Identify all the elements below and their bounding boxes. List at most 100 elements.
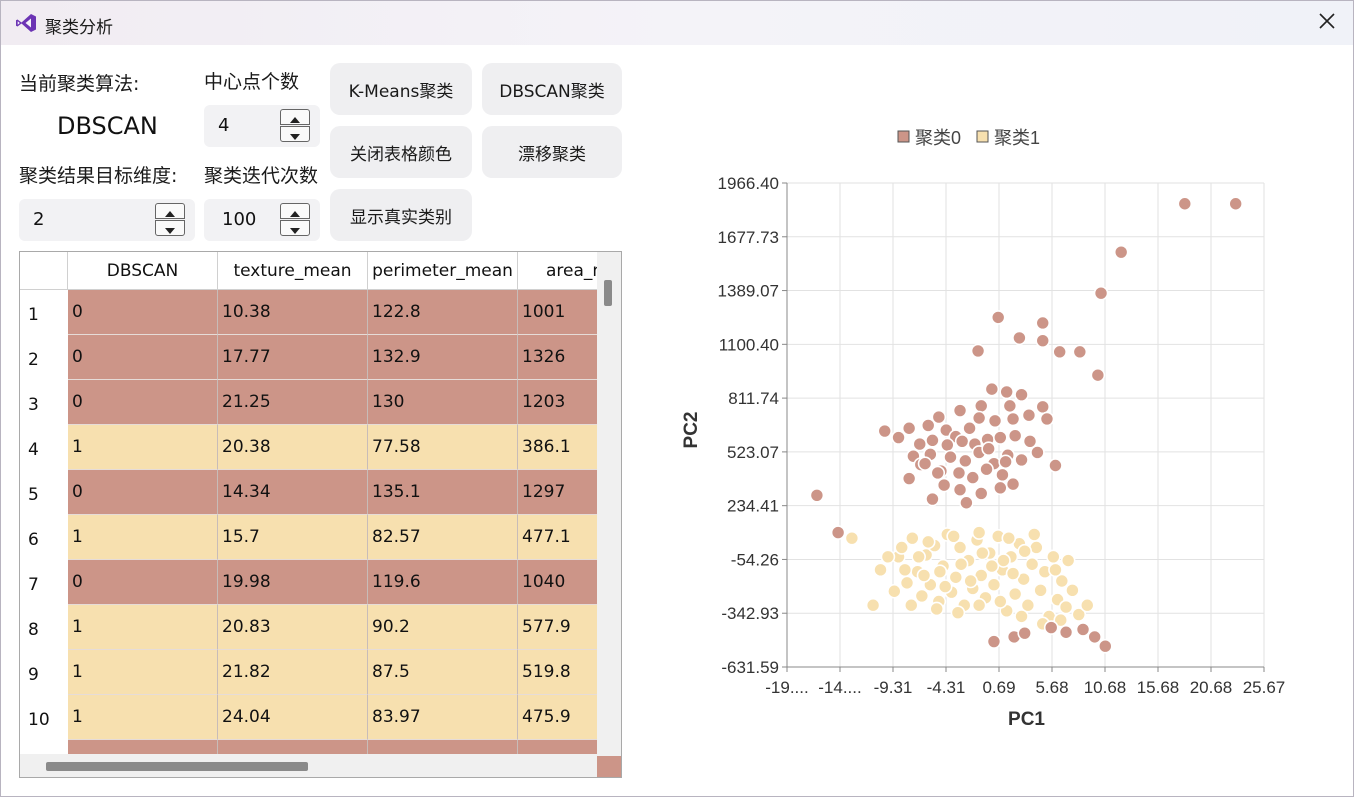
- scatter-point: [1093, 285, 1109, 301]
- scatter-point: [1014, 609, 1029, 624]
- table-cell[interactable]: 77.58: [368, 425, 518, 470]
- scatter-point: [953, 556, 969, 572]
- table-cell[interactable]: 82.57: [368, 515, 518, 560]
- scatter-point: [990, 310, 1006, 325]
- scatter-point: [950, 605, 966, 620]
- table-cell[interactable]: 19.98: [218, 560, 368, 605]
- horizontal-scrollbar[interactable]: [20, 754, 597, 777]
- dim-down-button[interactable]: [155, 220, 185, 236]
- table-cell[interactable]: 0: [68, 335, 218, 380]
- dim-stepper[interactable]: 2: [19, 199, 195, 241]
- table-cell[interactable]: 1: [68, 425, 218, 470]
- scatter-point: [844, 530, 860, 546]
- column-header[interactable]: perimeter_mean: [368, 252, 518, 290]
- y-tick-label: 234.41: [727, 497, 779, 516]
- scatter-point: [970, 343, 986, 359]
- table-cell[interactable]: 10.38: [218, 290, 368, 335]
- scatter-point: [1001, 530, 1017, 546]
- kmeans-button[interactable]: K-Means聚类: [330, 63, 472, 115]
- column-header[interactable]: texture_mean: [218, 252, 368, 290]
- scatter-chart: -19.... -14.... -9.31 -4.31 0.69 5.68 10.68 15.…: [681, 128, 1286, 730]
- scatter-point: [1012, 330, 1027, 346]
- column-header[interactable]: DBSCAN: [68, 252, 218, 290]
- table-cell[interactable]: 15.7: [218, 515, 368, 560]
- scatter-point: [998, 454, 1013, 470]
- table-cell[interactable]: 132.9: [368, 335, 518, 380]
- table-cell[interactable]: 119.6: [368, 560, 518, 605]
- caret-up-icon: [290, 108, 300, 127]
- caret-up-icon: [290, 202, 300, 221]
- table-cell[interactable]: 1: [68, 695, 218, 740]
- dim-up-button[interactable]: [155, 203, 185, 219]
- y-tick-label: 1966.40: [718, 174, 779, 193]
- x-tick-label: 25.67: [1243, 678, 1286, 697]
- scatter-point: [965, 470, 981, 485]
- table-cell[interactable]: 24.04: [218, 695, 368, 740]
- scatter-point: [930, 465, 946, 481]
- show-true-class-button[interactable]: 显示真实类别: [330, 189, 472, 241]
- scatter-point: [1007, 428, 1023, 443]
- scatter-point: [959, 495, 974, 511]
- iter-down-button[interactable]: [280, 220, 310, 236]
- scatter-point: [981, 441, 996, 457]
- scatter-point: [925, 491, 940, 507]
- table-cell[interactable]: 21.25: [218, 380, 368, 425]
- row-number: 3: [28, 394, 39, 415]
- drift-cluster-button[interactable]: 漂移聚类: [482, 126, 622, 178]
- dbscan-button[interactable]: DBSCAN聚类: [482, 63, 622, 115]
- scatter-point: [1053, 612, 1069, 628]
- close-color-button[interactable]: 关闭表格颜色: [330, 126, 472, 178]
- caret-down-icon: [290, 125, 300, 144]
- scatter-point: [1021, 407, 1037, 423]
- table-cell[interactable]: 0: [68, 380, 218, 425]
- data-table[interactable]: DBSCANtexture_meanperimeter_meanarea_mea…: [19, 251, 622, 778]
- vertical-scrollbar[interactable]: [597, 252, 621, 756]
- table-cell[interactable]: 0: [68, 560, 218, 605]
- table-cell[interactable]: 83.97: [368, 695, 518, 740]
- table-cell[interactable]: 90.2: [368, 605, 518, 650]
- table-cell[interactable]: 1: [68, 650, 218, 695]
- legend-label: 聚类0: [915, 128, 961, 148]
- table-cell[interactable]: 17.77: [218, 335, 368, 380]
- scatter-point: [1030, 445, 1045, 460]
- caret-up-icon: [165, 202, 175, 221]
- scatter-point: [1035, 399, 1051, 415]
- table-cell[interactable]: 87.5: [368, 650, 518, 695]
- scatter-point: [1097, 638, 1113, 654]
- table-cell[interactable]: 21.82: [218, 650, 368, 695]
- centers-down-button[interactable]: [280, 126, 310, 142]
- y-tick-label: -342.93: [721, 604, 779, 623]
- vertical-scroll-thumb[interactable]: [604, 280, 612, 306]
- iter-up-button[interactable]: [280, 203, 310, 219]
- x-tick-label: 0.69: [982, 678, 1015, 697]
- table-cell[interactable]: 1: [68, 605, 218, 650]
- iter-stepper[interactable]: 100: [204, 199, 320, 241]
- scatter-point: [952, 403, 968, 418]
- centers-stepper[interactable]: 4: [204, 105, 320, 147]
- row-number: 1: [28, 304, 39, 325]
- close-button[interactable]: [1301, 1, 1353, 45]
- table-cell[interactable]: 14.34: [218, 470, 368, 515]
- table-cell[interactable]: 130: [368, 380, 518, 425]
- table-cell[interactable]: 122.8: [368, 290, 518, 335]
- scatter-point: [962, 420, 977, 436]
- table-cell[interactable]: 0: [68, 470, 218, 515]
- table-cell[interactable]: 20.83: [218, 605, 368, 650]
- table-cell[interactable]: 1203: [518, 380, 621, 425]
- table-cell[interactable]: 1: [68, 515, 218, 560]
- table-cell[interactable]: 20.38: [218, 425, 368, 470]
- table-cell[interactable]: 0: [68, 290, 218, 335]
- x-tick-label: -14....: [818, 678, 861, 697]
- scatter-point: [916, 568, 932, 583]
- scatter-point: [1005, 476, 1021, 492]
- table-cell[interactable]: 135.1: [368, 470, 518, 515]
- horizontal-scroll-thumb[interactable]: [46, 762, 308, 771]
- scatter-point: [954, 433, 970, 449]
- centers-up-button[interactable]: [280, 109, 310, 125]
- y-tick-label: 1100.40: [719, 335, 779, 354]
- x-tick-label: -19....: [765, 678, 808, 697]
- scatter-point: [1058, 624, 1074, 640]
- scatter-point: [1020, 597, 1036, 613]
- algo-value: DBSCAN: [57, 112, 158, 140]
